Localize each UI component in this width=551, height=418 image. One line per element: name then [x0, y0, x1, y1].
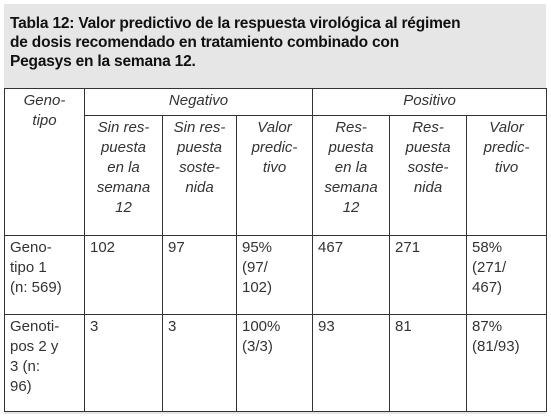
table-title: Tabla 12: Valor predictivo de la respues…: [10, 15, 461, 70]
table-cell: 81: [389, 314, 468, 412]
table-head: Geno- tipo Negativo Positivo Sin res- puest…: [4, 88, 548, 236]
table-cell: 95% (97/ 102): [235, 235, 314, 315]
table-row: Geno- tipo 1 (n: 569) 102 97 95% (97/ 102) 4…: [4, 235, 548, 315]
table-cell: 100% (3/3): [235, 314, 314, 412]
table-cell: 3: [162, 314, 237, 412]
column-header: Valor predic- tivo: [466, 115, 548, 236]
group-header: Negativo: [83, 88, 314, 116]
table-cell: 467: [312, 235, 391, 315]
column-header: Res- puesta en la semana 12: [312, 115, 391, 236]
column-header: Sin res- puesta soste- nida: [162, 115, 237, 236]
table-cell: 97: [162, 235, 237, 315]
table-body: Geno- tipo 1 (n: 569) 102 97 95% (97/ 102) 4…: [4, 235, 548, 412]
column-header: Sin res- puesta en la semana 12: [84, 115, 163, 236]
group-header: Positivo: [312, 88, 548, 116]
document: Tabla 12: Valor predictivo de la respues…: [4, 4, 548, 414]
column-header: Valor predic- tivo: [235, 115, 314, 236]
data-table: Geno- tipo Negativo Positivo Sin res- puest…: [4, 88, 548, 412]
row-header: Geno- tipo 1 (n: 569): [4, 235, 85, 315]
table-cell: 102: [84, 235, 163, 315]
table-cell: 93: [312, 314, 391, 412]
row-header: Genoti- pos 2 y 3 (n: 96): [4, 314, 85, 412]
header-row: Sin res- puesta en la semana 12 Sin res- …: [5, 115, 548, 236]
header-row: Geno- tipo Negativo Positivo: [4, 88, 548, 236]
corner-header: Geno- tipo: [4, 88, 85, 236]
table-cell: 87% (81/93): [466, 314, 548, 412]
table-cell: 3: [84, 314, 163, 412]
table-cell: 58% (271/ 467): [466, 235, 548, 315]
table-row: Genoti- pos 2 y 3 (n: 96) 3 3 100% (3/3) 93 8…: [4, 314, 548, 412]
table-cell: 271: [389, 235, 468, 315]
column-header: Res- puesta soste- nida: [389, 115, 468, 236]
